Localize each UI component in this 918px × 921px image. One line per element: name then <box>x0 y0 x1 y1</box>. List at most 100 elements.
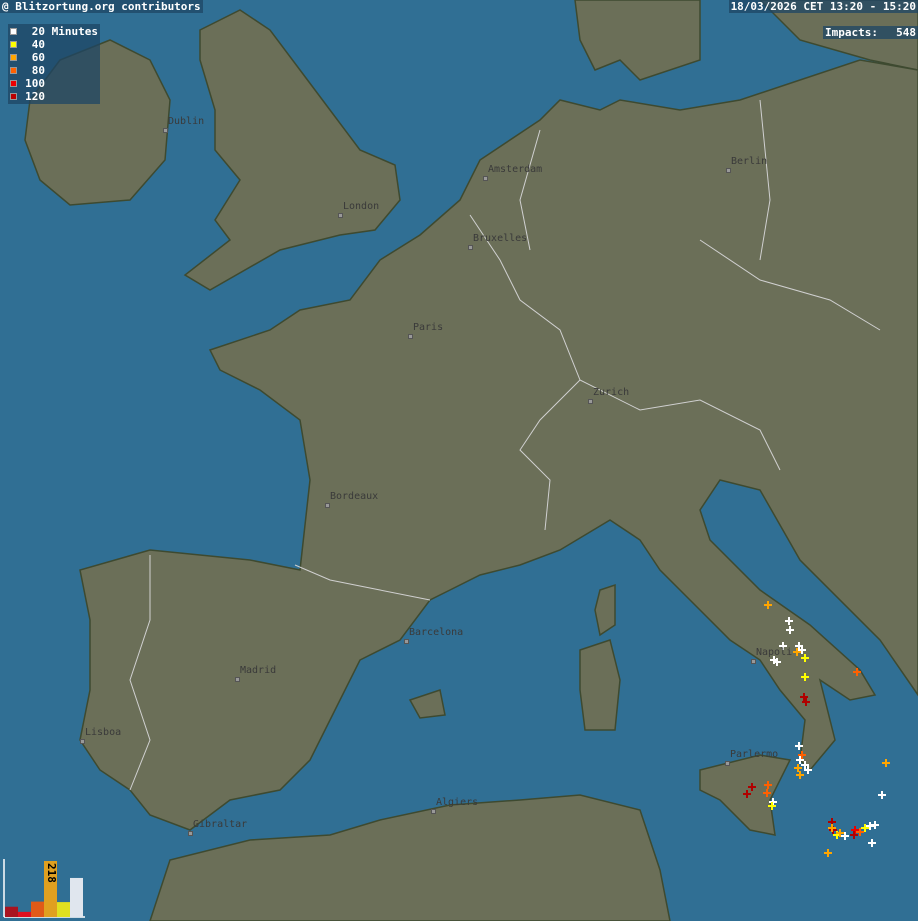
lightning-strike-icon <box>786 626 794 634</box>
city-marker <box>338 213 343 218</box>
lightning-strike-icon <box>836 829 844 837</box>
city-label: Napoli <box>756 647 793 658</box>
histogram-bar <box>5 906 18 917</box>
lightning-strike-icon <box>798 751 806 759</box>
legend-swatch <box>10 54 17 61</box>
legend-value: 60 <box>31 51 45 64</box>
land-north-africa <box>149 794 671 921</box>
legend-unit <box>45 25 52 38</box>
city-marker <box>483 176 488 181</box>
lightning-strike-icon <box>793 648 801 656</box>
attribution-text: @ Blitzortung.org contributors <box>0 0 203 13</box>
legend-swatch <box>10 28 17 35</box>
land-continent <box>79 59 918 831</box>
city-label: Amsterdam <box>488 164 543 175</box>
city-label: Lisboa <box>85 727 122 738</box>
legend-unit: Minutes <box>51 25 98 38</box>
lightning-strike-icon <box>804 766 812 774</box>
city-label: Algiers <box>436 797 479 808</box>
legend-value: 40 <box>31 38 45 51</box>
histogram-bar <box>31 901 44 917</box>
legend-swatch <box>10 80 17 87</box>
lightning-strike-icon <box>868 839 876 847</box>
legend-swatch <box>10 41 17 48</box>
city-marker <box>188 831 193 836</box>
city-marker <box>751 659 756 664</box>
age-legend: 20 Minutes 40 60 80 100 120 <box>8 24 100 104</box>
lightning-strike-icon <box>878 791 886 799</box>
histogram-bar <box>70 877 83 917</box>
impacts-label: Impacts: <box>825 26 878 39</box>
city-label: Bordeaux <box>330 491 379 502</box>
strike-histogram: 218 <box>3 859 85 918</box>
city-label: Paris <box>413 322 444 333</box>
lightning-strike-icon <box>798 646 806 654</box>
legend-value: 120 <box>25 90 45 103</box>
lightning-strike-icon <box>795 742 803 750</box>
lightning-strike-icon <box>764 781 772 789</box>
histogram-bar <box>57 902 70 917</box>
city-marker <box>431 809 436 814</box>
legend-value: 100 <box>25 77 45 90</box>
lightning-strike-icon <box>796 771 804 779</box>
legend-swatch <box>10 67 17 74</box>
city-label: Gibraltar <box>193 819 248 830</box>
lightning-strike-icon <box>853 668 861 676</box>
city-label: Barcelona <box>409 627 464 638</box>
city-marker <box>325 503 330 508</box>
lightning-strike-icon <box>768 802 776 810</box>
lightning-strike-icon <box>856 828 864 836</box>
city-marker <box>725 761 730 766</box>
city-label: Madrid <box>240 665 277 676</box>
lightning-strike-icon <box>828 824 836 832</box>
lightning-strike-icon <box>861 824 869 832</box>
lightning-strike-icon <box>794 764 802 772</box>
histogram-bar <box>18 911 31 917</box>
legend-row: 20 Minutes <box>10 25 98 38</box>
land-corsica <box>594 583 616 637</box>
lightning-strike-icon <box>764 601 772 609</box>
city-marker <box>726 168 731 173</box>
legend-row: 120 <box>10 90 98 103</box>
lightning-strike-icon <box>800 693 808 701</box>
lightning-strike-icon <box>801 761 809 769</box>
land-sardinia <box>579 639 621 731</box>
city-marker <box>408 334 413 339</box>
histogram-peak-label: 218 <box>45 863 58 883</box>
city-label: Zurich <box>593 387 630 398</box>
lightning-strike-icon <box>779 642 787 650</box>
histogram-bar <box>44 861 57 917</box>
lightning-strikes <box>743 601 890 857</box>
landmasses <box>24 0 918 921</box>
impacts-value: 548 <box>896 26 916 39</box>
land-great-britain <box>183 9 401 291</box>
lightning-strike-icon <box>850 831 858 839</box>
city-marker <box>163 128 168 133</box>
city-label: Parlermo <box>730 749 779 760</box>
impacts-counter: Impacts: 548 <box>823 26 918 39</box>
lightning-strike-icon <box>802 698 810 706</box>
legend-row: 60 <box>10 51 98 64</box>
lightning-strike-icon <box>743 790 751 798</box>
time-range: 18/03/2026 CET 13:20 - 15:20 <box>728 0 918 13</box>
lightning-strike-icon <box>871 821 879 829</box>
lightning-strike-icon <box>824 849 832 857</box>
lightning-strike-icon <box>748 783 756 791</box>
city-marker <box>404 639 409 644</box>
country-borders <box>129 99 881 791</box>
lightning-strike-icon <box>763 789 771 797</box>
legend-row: 80 <box>10 64 98 77</box>
legend-value: 80 <box>31 64 45 77</box>
lightning-strike-icon <box>796 756 804 764</box>
lightning-strike-icon <box>785 617 793 625</box>
city-label: Dublin <box>168 116 205 127</box>
lightning-strike-icon <box>773 658 781 666</box>
lightning-strike-icon <box>841 832 849 840</box>
city-marker <box>235 677 240 682</box>
city-label: Berlin <box>731 156 768 167</box>
city-label: London <box>343 201 380 212</box>
city-marker <box>588 399 593 404</box>
lightning-strike-icon <box>801 673 809 681</box>
legend-swatch <box>10 93 17 100</box>
